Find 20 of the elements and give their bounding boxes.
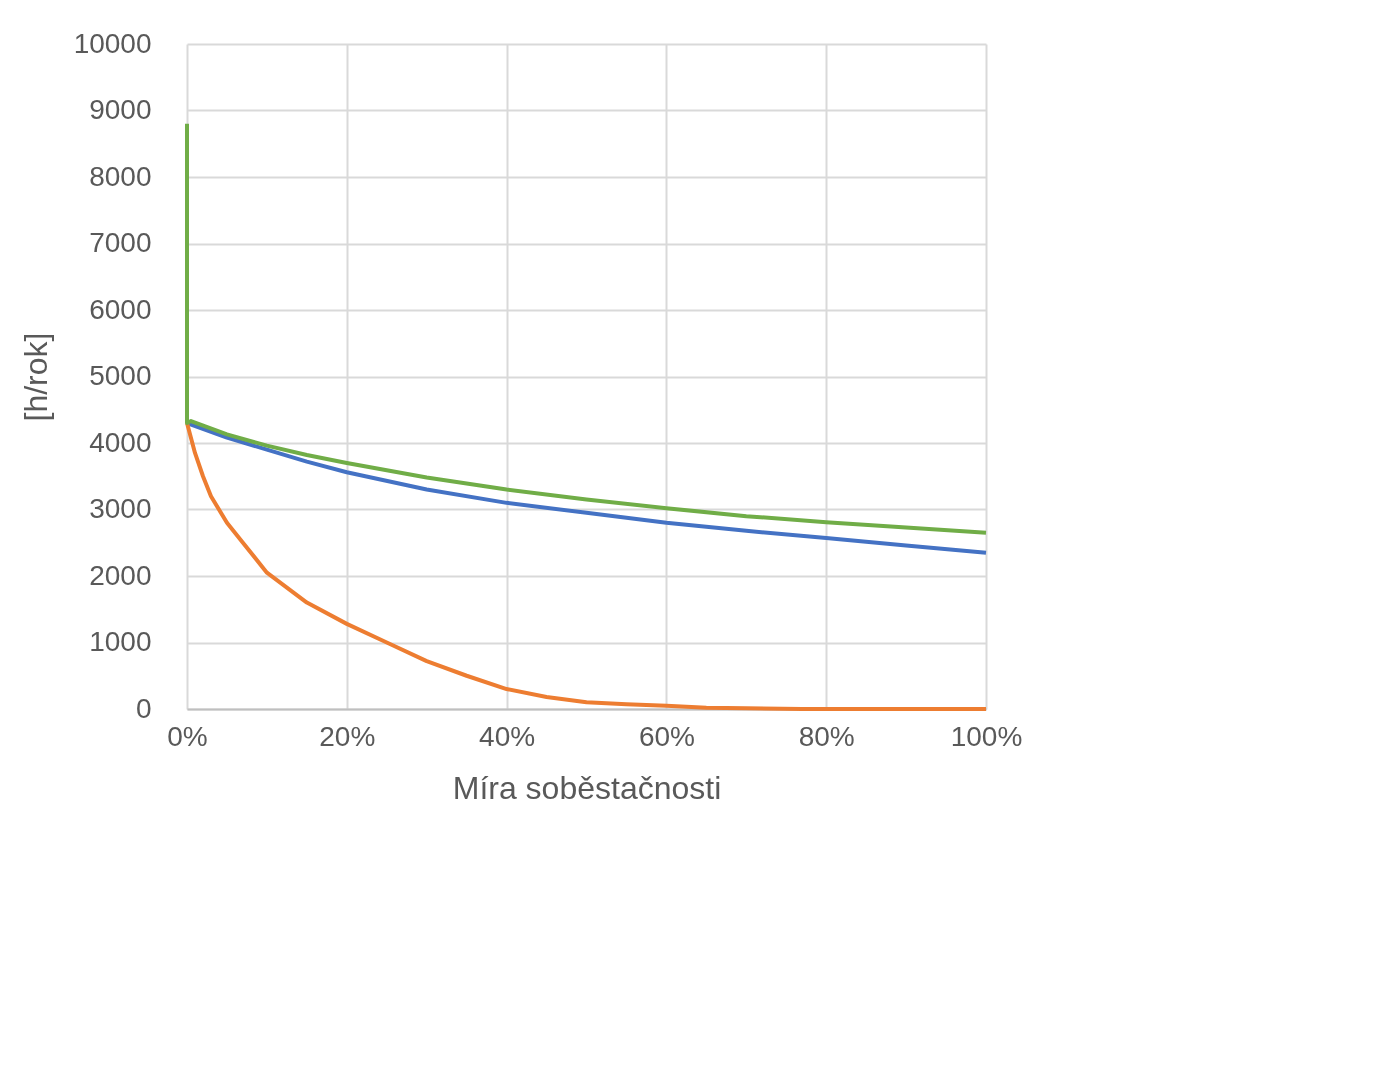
x-tick-label: 80% xyxy=(798,720,855,752)
y-tick-label: 7000 xyxy=(89,227,152,258)
y-tick-label: 2000 xyxy=(89,559,152,591)
y-tick-label: 1000 xyxy=(89,626,152,657)
y-tick-label: 4000 xyxy=(89,426,152,458)
x-axis-title: Míra soběstačnosti xyxy=(452,769,722,806)
y-tick-label: 6000 xyxy=(89,293,152,325)
y-tick-label: 5000 xyxy=(89,360,152,391)
y-tick-label: 9000 xyxy=(89,94,152,125)
line-series xyxy=(185,121,988,535)
x-tick-label: 20% xyxy=(319,720,376,752)
x-tick-label: 60% xyxy=(638,720,695,752)
y-tick-label: 0 xyxy=(135,692,152,724)
y-tick-label: 10000 xyxy=(73,27,152,59)
y-tick-label: 8000 xyxy=(89,160,152,192)
x-tick-label: 100% xyxy=(950,720,1023,752)
x-tick-label: 0% xyxy=(167,720,208,752)
x-tick-label: 40% xyxy=(479,720,536,752)
y-tick-label: 3000 xyxy=(89,493,152,524)
y-axis-title: [h/rok] xyxy=(17,332,54,422)
